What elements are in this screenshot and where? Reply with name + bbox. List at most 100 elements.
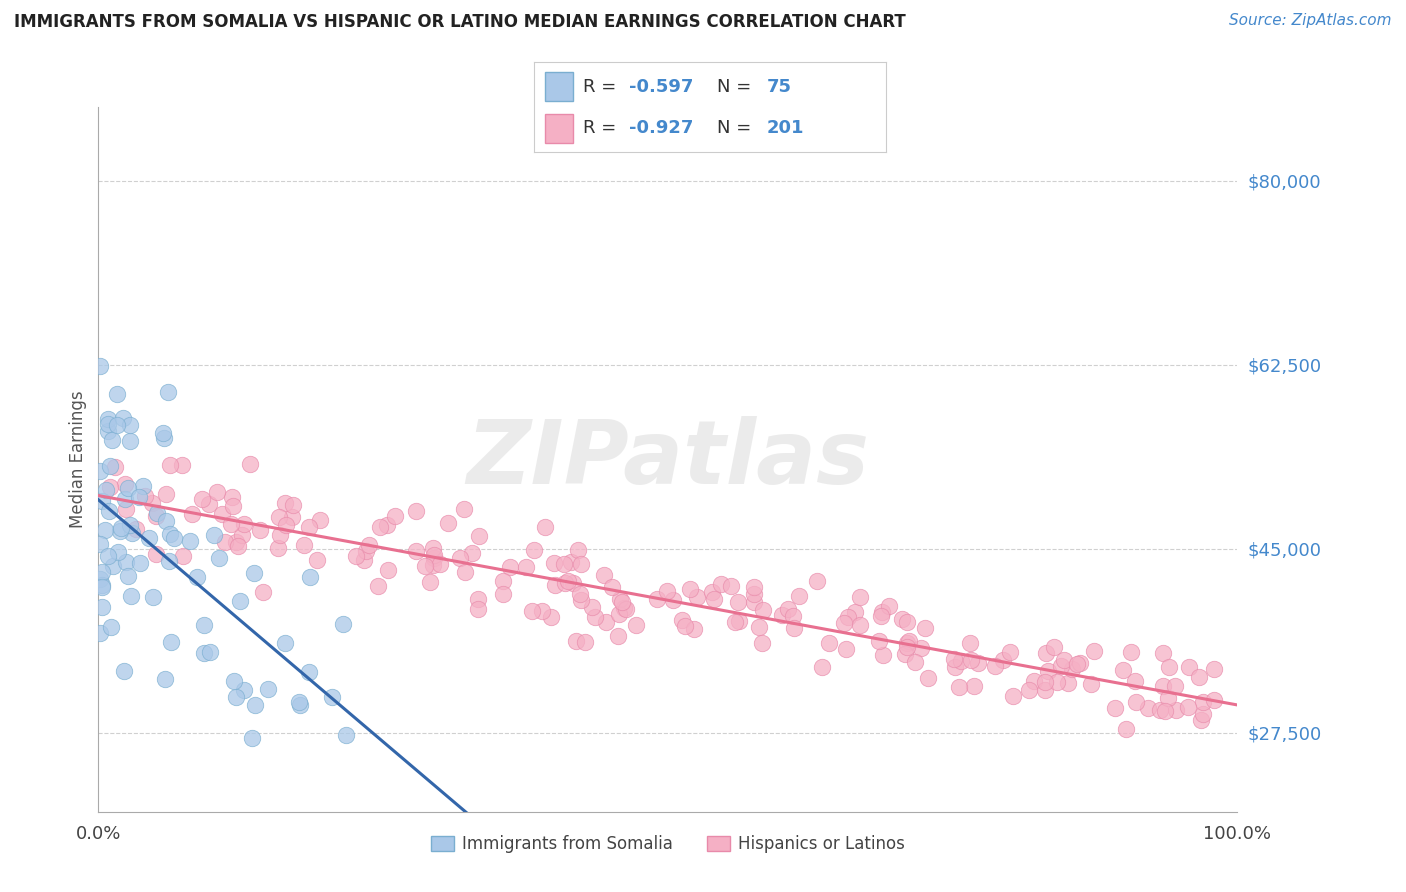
Point: [1049, 659, 1071, 673]
Point: [1152, 679, 1174, 693]
Point: [98, 480, 121, 494]
Text: ZIPatlas: ZIPatlas: [467, 416, 869, 503]
Point: [229, 594, 252, 608]
Point: [239, 457, 262, 471]
Point: [1153, 704, 1175, 718]
Point: [569, 557, 592, 571]
Point: [468, 528, 491, 542]
Point: [581, 600, 603, 615]
Point: [896, 640, 918, 655]
Point: [844, 605, 866, 619]
Point: [225, 690, 247, 704]
Legend: Immigrants from Somalia, Hispanics or Latinos: Immigrants from Somalia, Hispanics or La…: [425, 829, 911, 860]
Point: [384, 508, 406, 523]
Point: [243, 698, 266, 713]
Point: [221, 517, 243, 532]
Point: [172, 458, 194, 473]
Point: [89, 537, 111, 551]
Point: [197, 497, 219, 511]
Point: [1001, 689, 1024, 703]
Point: [257, 682, 280, 697]
Point: [848, 618, 870, 632]
Point: [125, 522, 148, 536]
FancyBboxPatch shape: [544, 72, 574, 101]
Point: [97, 424, 120, 438]
Point: [1137, 701, 1160, 715]
Point: [710, 577, 733, 591]
Point: [155, 487, 177, 501]
Point: [1033, 683, 1056, 698]
Text: IMMIGRANTS FROM SOMALIA VS HISPANIC OR LATINO MEDIAN EARNINGS CORRELATION CHART: IMMIGRANTS FROM SOMALIA VS HISPANIC OR L…: [14, 13, 905, 31]
Point: [782, 608, 804, 623]
Point: [160, 635, 183, 649]
Point: [89, 464, 111, 478]
Point: [145, 508, 167, 523]
Point: [724, 615, 747, 629]
Point: [1036, 664, 1059, 678]
Point: [193, 647, 215, 661]
Point: [298, 520, 321, 534]
Point: [101, 559, 124, 574]
Point: [288, 695, 311, 709]
Point: [1125, 695, 1147, 709]
Point: [121, 525, 143, 540]
Point: [1066, 657, 1088, 672]
Point: [281, 498, 304, 512]
Point: [193, 618, 215, 632]
Point: [449, 550, 471, 565]
Point: [186, 570, 208, 584]
Point: [966, 657, 988, 671]
Point: [910, 640, 932, 655]
Point: [914, 621, 936, 635]
Point: [370, 520, 392, 534]
Text: R =: R =: [583, 119, 623, 136]
Point: [454, 565, 477, 579]
Point: [671, 614, 693, 628]
Point: [593, 567, 616, 582]
Point: [607, 629, 630, 643]
Point: [770, 608, 793, 623]
Point: [269, 510, 291, 524]
Point: [949, 654, 972, 668]
Point: [531, 604, 554, 618]
Point: [543, 557, 565, 571]
Point: [645, 592, 668, 607]
Point: [141, 496, 163, 510]
Point: [1188, 670, 1211, 684]
Point: [423, 548, 446, 562]
Point: [231, 528, 253, 542]
Point: [1033, 674, 1056, 689]
Point: [917, 671, 939, 685]
Point: [751, 603, 773, 617]
Point: [1080, 677, 1102, 691]
Point: [367, 579, 389, 593]
Point: [523, 542, 546, 557]
Text: Source: ZipAtlas.com: Source: ZipAtlas.com: [1229, 13, 1392, 29]
Point: [163, 531, 186, 545]
Point: [89, 572, 111, 586]
Point: [423, 551, 446, 566]
Point: [225, 534, 247, 549]
Point: [727, 595, 749, 609]
Point: [624, 618, 647, 632]
Point: [292, 538, 315, 552]
Point: [422, 558, 444, 572]
Point: [91, 578, 114, 592]
Point: [683, 622, 706, 636]
Point: [405, 504, 427, 518]
Point: [288, 698, 311, 712]
Point: [89, 626, 111, 640]
Point: [156, 384, 179, 399]
Point: [679, 582, 702, 597]
Point: [492, 587, 515, 601]
Point: [1121, 645, 1143, 659]
Point: [153, 431, 176, 445]
Point: [91, 599, 114, 614]
Point: [108, 524, 131, 538]
Point: [1192, 706, 1215, 721]
Point: [700, 584, 723, 599]
Point: [515, 559, 537, 574]
Point: [567, 542, 589, 557]
Point: [1069, 656, 1091, 670]
Point: [1202, 662, 1225, 676]
